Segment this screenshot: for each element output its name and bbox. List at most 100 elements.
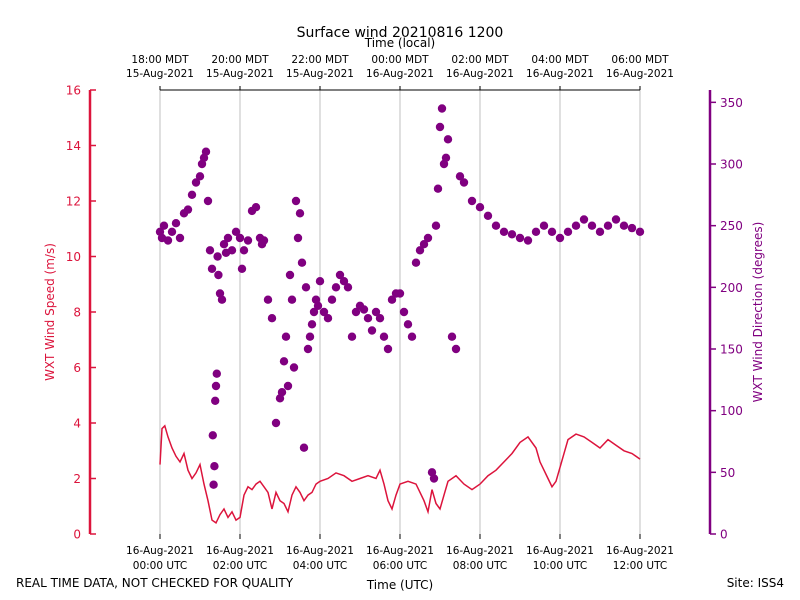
wind-direction-points bbox=[155, 104, 645, 489]
wind-direction-point bbox=[411, 258, 421, 267]
wind-direction-point bbox=[619, 221, 629, 230]
bottom-tick-label-date: 16-Aug-2021 bbox=[446, 545, 514, 557]
left-tick-label: 0 bbox=[73, 528, 81, 542]
wind-direction-point bbox=[459, 178, 469, 187]
wind-direction-point bbox=[251, 203, 261, 212]
wind-direction-point bbox=[307, 320, 317, 329]
wind-direction-point bbox=[423, 233, 433, 243]
wind-direction-point bbox=[299, 443, 309, 452]
wind-direction-point bbox=[175, 233, 185, 243]
wind-direction-point bbox=[267, 314, 277, 323]
right-tick-label: 250 bbox=[720, 219, 743, 233]
top-tick-label-time: 22:00 MDT bbox=[291, 54, 349, 66]
wind-direction-point bbox=[243, 236, 253, 245]
left-tick-label: 6 bbox=[73, 361, 81, 375]
wind-direction-point bbox=[277, 388, 287, 397]
top-tick-label-time: 02:00 MDT bbox=[451, 54, 509, 66]
top-axis: 18:00 MDT 15-Aug-2021 20:00 MDT 15-Aug-2021… bbox=[126, 54, 674, 91]
wind-direction-point bbox=[223, 233, 233, 243]
wind-direction-point bbox=[331, 283, 341, 292]
bottom-tick-label-date: 16-Aug-2021 bbox=[606, 545, 674, 557]
top-tick-label-time: 20:00 MDT bbox=[211, 54, 269, 66]
bottom-tick-label-date: 16-Aug-2021 bbox=[526, 545, 594, 557]
wind-direction-point bbox=[183, 205, 193, 214]
top-tick-label-date: 15-Aug-2021 bbox=[126, 68, 194, 80]
wind-direction-point bbox=[187, 190, 197, 199]
wind-direction-point bbox=[213, 252, 222, 261]
right-tick-label: 350 bbox=[720, 96, 743, 110]
wind-direction-point bbox=[315, 277, 325, 286]
wind-direction-point bbox=[419, 240, 429, 249]
wind-direction-point bbox=[201, 147, 211, 156]
wind-direction-point bbox=[455, 172, 465, 181]
wind-direction-point bbox=[208, 431, 217, 440]
left-axis-label: WXT Wind Speed (m/s) bbox=[43, 243, 57, 381]
left-tick-label: 14 bbox=[66, 139, 81, 153]
wind-direction-point bbox=[295, 209, 305, 218]
right-tick-label: 300 bbox=[720, 158, 743, 172]
bottom-axis: 16-Aug-2021 00:00 UTC 16-Aug-2021 02:00 UTC… bbox=[126, 534, 674, 572]
chart-title: Surface wind 20210816 1200 bbox=[297, 25, 504, 41]
left-tick-label: 4 bbox=[73, 417, 81, 431]
wind-direction-point bbox=[285, 270, 295, 280]
x-axis-label: Time (UTC) bbox=[366, 578, 433, 592]
wind-direction-point bbox=[587, 221, 597, 230]
right-tick-label: 150 bbox=[720, 343, 743, 357]
wind-direction-point bbox=[287, 295, 297, 304]
wind-direction-point bbox=[499, 227, 509, 236]
left-tick-label: 12 bbox=[66, 195, 81, 209]
bottom-tick-label-date: 16-Aug-2021 bbox=[286, 545, 354, 557]
wind-direction-point bbox=[611, 215, 621, 224]
wind-direction-point bbox=[291, 196, 301, 206]
wind-direction-point bbox=[205, 246, 215, 255]
top-tick-label-date: 16-Aug-2021 bbox=[526, 68, 594, 80]
wind-direction-point bbox=[563, 227, 573, 236]
wind-direction-point bbox=[395, 289, 405, 298]
wind-direction-point bbox=[339, 277, 349, 286]
top-tick-label-date: 15-Aug-2021 bbox=[286, 68, 354, 80]
wind-direction-point bbox=[531, 227, 541, 236]
bottom-tick-label-date: 16-Aug-2021 bbox=[126, 545, 194, 557]
bottom-tick-label-time: 00:00 UTC bbox=[133, 560, 187, 572]
wind-direction-point bbox=[515, 233, 525, 243]
wind-direction-point bbox=[595, 227, 605, 236]
wind-direction-point bbox=[491, 221, 501, 230]
wind-direction-point bbox=[547, 227, 557, 236]
wind-direction-point bbox=[359, 305, 369, 314]
wind-direction-point bbox=[429, 474, 439, 483]
wind-direction-point bbox=[371, 307, 381, 317]
right-axis: 0 50 100 150 200 250 300 350 bbox=[708, 90, 743, 542]
bottom-tick-label-date: 16-Aug-2021 bbox=[366, 545, 434, 557]
wind-direction-point bbox=[523, 236, 533, 245]
top-axis-label: Time (local) bbox=[364, 36, 436, 50]
wind-direction-point bbox=[351, 307, 361, 317]
wind-direction-point bbox=[207, 264, 217, 273]
wind-direction-point bbox=[259, 236, 269, 245]
bottom-tick-label-time: 02:00 UTC bbox=[213, 560, 267, 572]
wind-direction-point bbox=[475, 203, 485, 212]
wind-direction-point bbox=[363, 314, 373, 323]
bottom-tick-label-time: 08:00 UTC bbox=[453, 560, 507, 572]
wind-direction-point bbox=[433, 184, 443, 193]
wind-direction-point bbox=[289, 363, 299, 372]
wind-direction-point bbox=[335, 270, 345, 280]
wind-speed-line bbox=[159, 424, 641, 525]
right-axis-label: WXT Wind Direction (degrees) bbox=[751, 222, 765, 403]
wind-direction-point bbox=[367, 326, 377, 335]
top-tick-label-time: 18:00 MDT bbox=[131, 54, 189, 66]
wind-direction-point bbox=[375, 314, 385, 323]
bottom-tick-label-time: 04:00 UTC bbox=[293, 560, 347, 572]
wind-direction-point bbox=[305, 332, 315, 341]
wind-direction-point bbox=[279, 357, 289, 366]
wind-direction-point bbox=[435, 122, 445, 132]
wind-direction-point bbox=[211, 381, 221, 391]
wind-direction-point bbox=[271, 418, 281, 428]
wind-direction-point bbox=[407, 332, 417, 341]
wind-direction-point bbox=[212, 369, 221, 378]
wind-direction-point bbox=[347, 332, 357, 341]
wind-direction-point bbox=[627, 223, 637, 233]
wind-direction-point bbox=[237, 264, 247, 273]
wind-direction-point bbox=[191, 178, 201, 187]
wind-direction-point bbox=[507, 230, 517, 239]
